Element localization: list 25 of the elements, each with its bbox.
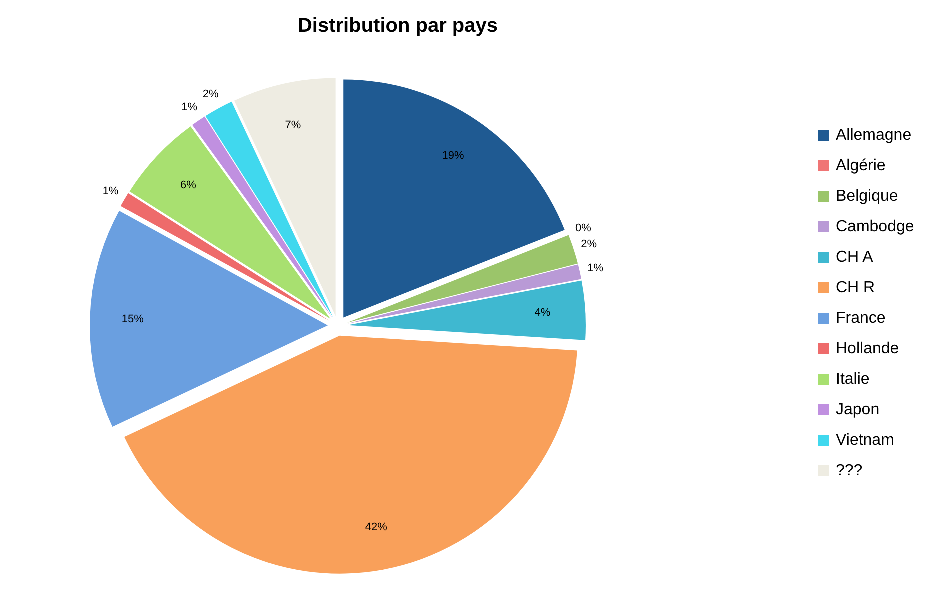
chart-title: Distribution par pays — [298, 15, 498, 37]
legend-label: Italie — [836, 371, 870, 388]
legend-label: Japon — [836, 402, 880, 419]
data-label: 42% — [365, 521, 388, 534]
legend-label: Belgique — [836, 188, 898, 206]
legend-label: ??? — [836, 462, 863, 480]
data-label: 2% — [581, 238, 598, 250]
data-label: 2% — [202, 88, 219, 101]
legend-label: CH A — [836, 249, 874, 266]
data-label: 4% — [534, 307, 551, 320]
legend-label: Allemagne — [836, 127, 912, 144]
legend-label: Vietnam — [836, 432, 894, 450]
legend-label: CH R — [836, 280, 876, 297]
legend-label: Cambodge — [836, 218, 914, 236]
legend-label: France — [836, 310, 886, 328]
data-label: 6% — [180, 179, 197, 192]
legend-label: Algérie — [836, 158, 886, 175]
data-label: 7% — [285, 120, 302, 132]
text: 0% — [576, 222, 592, 235]
data-label: 15% — [122, 313, 144, 326]
data-label: 19% — [442, 150, 465, 162]
data-label: 1% — [102, 186, 119, 198]
data-label: 1% — [182, 102, 198, 114]
legend-label: Hollande — [836, 340, 900, 358]
data-label: 1% — [588, 262, 604, 274]
